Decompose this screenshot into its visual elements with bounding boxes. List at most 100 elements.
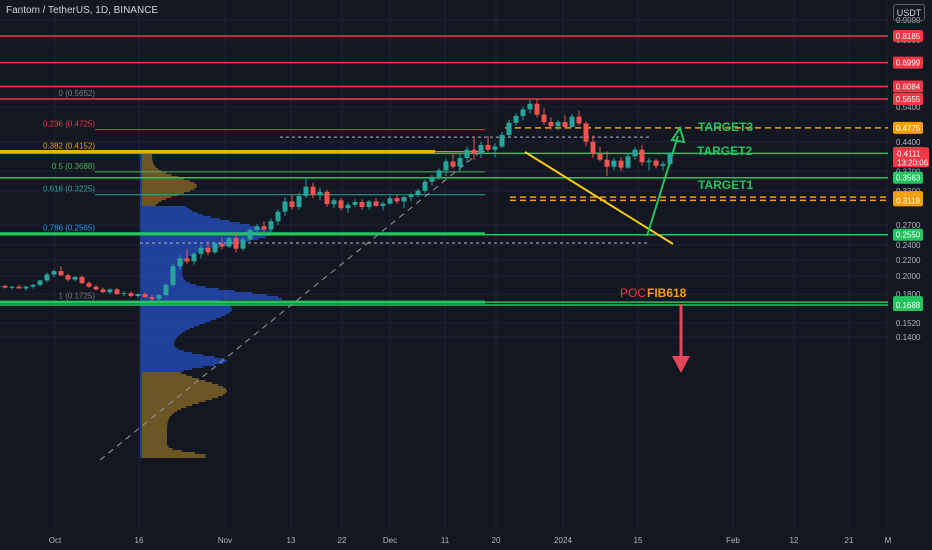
candle-body xyxy=(114,289,120,295)
volume-profile-bar xyxy=(142,334,180,336)
volume-profile-bar xyxy=(142,324,200,326)
candle-body xyxy=(387,198,393,204)
volume-profile-bar xyxy=(142,450,182,452)
price-chip: 0.3563 xyxy=(896,174,921,183)
volume-profile-bar xyxy=(142,264,183,266)
volume-profile-bar xyxy=(142,276,183,278)
volume-profile-bar xyxy=(142,390,227,392)
x-tick-label: 12 xyxy=(790,536,799,545)
price-chip: 0.1688 xyxy=(896,301,921,310)
volume-profile-bar xyxy=(142,318,217,320)
candle-body xyxy=(317,191,323,195)
candle-body xyxy=(163,284,169,296)
y-tick-label: 0.2000 xyxy=(896,272,921,281)
candle-body xyxy=(583,123,589,142)
fib-label-0.236: 0.236 (0.4725) xyxy=(43,120,95,129)
down-arrow-head xyxy=(672,356,690,373)
candle-body xyxy=(485,144,491,150)
volume-profile-bar xyxy=(142,272,183,274)
candle-body xyxy=(373,201,379,206)
candle-body xyxy=(37,280,43,285)
candle-body xyxy=(506,122,512,135)
candle-body xyxy=(499,134,505,147)
candle-body xyxy=(576,116,582,124)
candle-body xyxy=(548,122,554,127)
candle-body xyxy=(177,258,183,267)
volume-profile-bar xyxy=(142,314,226,316)
volume-profile-bar xyxy=(142,216,211,218)
candle-body xyxy=(380,203,386,206)
x-tick-label: Nov xyxy=(218,536,232,545)
volume-profile-bar xyxy=(142,208,189,210)
volume-profile-bar xyxy=(142,364,215,366)
volume-profile-bar xyxy=(142,434,168,436)
candle-body xyxy=(198,247,204,254)
candle-body xyxy=(359,201,365,208)
volume-profile-bar xyxy=(142,452,195,454)
volume-profile-bar xyxy=(142,442,168,444)
price-chip: 0.5655 xyxy=(896,95,921,104)
volume-profile-bar xyxy=(142,366,204,368)
candle-body xyxy=(331,200,337,205)
volume-profile-bar xyxy=(142,246,220,248)
volume-profile-bar xyxy=(142,400,206,402)
volume-profile-bar xyxy=(142,370,184,372)
volume-profile-bar xyxy=(142,422,168,424)
volume-profile-bar xyxy=(142,326,195,328)
candle-body xyxy=(303,186,309,197)
candle-body xyxy=(51,271,57,275)
fib-label-0.382: 0.382 (0.4152) xyxy=(43,142,95,151)
candle-body xyxy=(443,161,449,171)
volume-profile-bar xyxy=(142,290,235,292)
volume-profile-bar xyxy=(142,454,206,456)
volume-profile-bar xyxy=(142,174,172,176)
x-tick-label: Feb xyxy=(726,536,740,545)
candle-body xyxy=(562,122,568,127)
candle-body xyxy=(226,238,232,247)
volume-profile-bar xyxy=(142,352,193,354)
volume-profile-bar xyxy=(142,298,282,300)
volume-profile-bar xyxy=(142,368,193,370)
currency-button[interactable]: USDT xyxy=(893,4,925,21)
candle-body xyxy=(121,293,127,295)
candle-body xyxy=(611,160,617,167)
candle-body xyxy=(219,243,225,247)
volume-profile-bar xyxy=(142,428,168,430)
volume-profile-bar xyxy=(142,430,168,432)
candle-body xyxy=(58,271,64,276)
candle-body xyxy=(289,201,295,208)
volume-profile-bar xyxy=(142,262,184,264)
volume-profile-bar xyxy=(142,230,271,232)
candle-body xyxy=(44,274,50,281)
x-tick-label: 20 xyxy=(492,536,501,545)
price-chip-bg xyxy=(893,171,923,184)
candle-body xyxy=(310,186,316,195)
candle-body xyxy=(86,283,92,287)
price-chip-bg xyxy=(893,56,923,69)
volume-profile-bar xyxy=(142,360,228,362)
fib-label-0: 0 (0.5652) xyxy=(59,89,96,98)
volume-profile-bar xyxy=(142,248,211,250)
fib618-label: FIB618 xyxy=(647,286,687,300)
candle-body xyxy=(653,160,659,166)
volume-profile-bar xyxy=(142,426,168,428)
price-chip-orange-bg xyxy=(893,121,923,134)
volume-profile-bar xyxy=(142,292,252,294)
price-chip-bg xyxy=(893,93,923,106)
volume-profile-bar xyxy=(142,348,179,350)
price-chip: 0.6084 xyxy=(896,83,921,92)
volume-profile-bar xyxy=(142,340,175,342)
volume-profile-bar xyxy=(142,192,185,194)
x-tick-label: 15 xyxy=(634,536,643,545)
price-chip-bg xyxy=(893,80,923,93)
volume-profile-bar xyxy=(142,162,154,164)
volume-profile-bar xyxy=(142,354,204,356)
candle-body xyxy=(93,286,99,290)
volume-profile-bar xyxy=(142,180,190,182)
candle-body xyxy=(352,201,358,205)
volume-profile-bar xyxy=(142,406,187,408)
price-chip-orange: 0.4775 xyxy=(896,124,921,133)
volume-profile-bar xyxy=(142,382,213,384)
volume-profile-bar xyxy=(142,256,189,258)
